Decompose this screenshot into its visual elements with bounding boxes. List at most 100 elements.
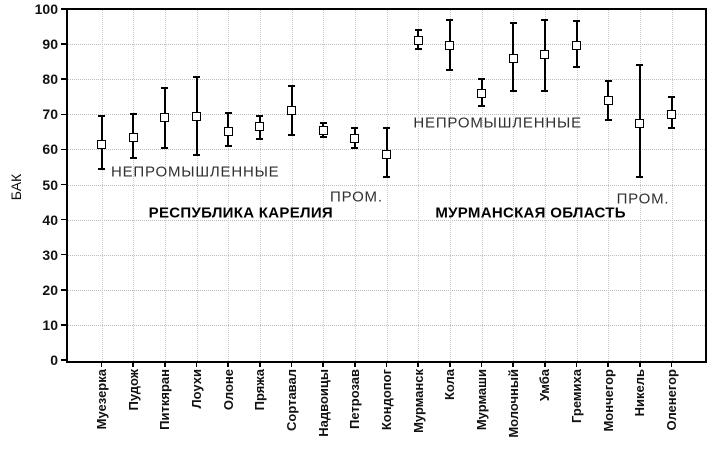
x-axis-tick [607, 362, 609, 367]
x-axis-tick [132, 362, 134, 367]
x-tick-label: Умба [537, 369, 553, 402]
x-axis-tick [322, 362, 324, 367]
y-axis-tick [61, 324, 66, 326]
data-point-marker [635, 118, 645, 128]
plot-frame [66, 8, 707, 363]
data-point-marker [477, 88, 486, 98]
data-point-marker [667, 109, 676, 119]
error-bar-cap-top [604, 79, 612, 82]
y-tick-label: 40 [42, 211, 58, 228]
y-axis-tick [61, 218, 66, 221]
data-point-marker [350, 134, 360, 144]
x-axis-tick [100, 362, 103, 367]
error-bar-cap-top [129, 113, 137, 116]
v-gridline [481, 9, 483, 361]
y-axis-tick [61, 43, 66, 45]
chart-annotation: ПРОМ. [330, 188, 383, 206]
y-axis-tick [61, 289, 66, 291]
x-axis-tick [417, 362, 419, 367]
error-bar-cap-top [446, 18, 454, 21]
error-bar-cap-bottom [604, 118, 612, 121]
error-bar-cap-top [193, 76, 200, 79]
error-bar-cap-bottom [288, 134, 295, 137]
x-axis-tick [449, 362, 451, 367]
x-tick-label: Молочный [505, 369, 521, 438]
v-gridline [228, 9, 230, 361]
data-point-marker [603, 95, 613, 105]
error-bar-cap-bottom [224, 144, 232, 147]
data-point-marker [318, 125, 328, 135]
y-tick-label: 60 [42, 141, 58, 158]
data-point-marker [287, 106, 296, 116]
x-tick-label: Лоухи [189, 369, 204, 409]
v-gridline [133, 9, 135, 361]
error-bar-cap-top [351, 127, 359, 130]
x-tick-label: Мурмаши [474, 369, 489, 431]
error-bar-cap-bottom [161, 146, 169, 149]
v-gridline [418, 9, 420, 361]
y-axis-tick [61, 253, 66, 256]
error-bar-cap-bottom [446, 69, 454, 72]
error-bar-cap-bottom [193, 153, 200, 156]
v-gridline [608, 9, 610, 361]
error-bar-cap-top [668, 95, 675, 98]
error-bar-cap-bottom [573, 65, 580, 68]
v-gridline [671, 9, 673, 361]
data-point-marker [382, 150, 391, 160]
v-gridline [449, 9, 451, 361]
v-gridline [323, 9, 325, 361]
error-bar-cap-top [509, 22, 517, 25]
x-tick-label: Мурманск [410, 369, 426, 433]
data-point-marker [540, 50, 550, 60]
y-axis-tick [61, 78, 66, 80]
v-gridline [291, 9, 293, 361]
error-bar-cap-top [161, 86, 169, 89]
x-axis-tick [575, 362, 578, 367]
x-tick-label: Пряжа [252, 369, 268, 411]
chart-annotation: РЕСПУБЛИКА КАРЕЛИЯ [148, 204, 333, 222]
chart-annotation: НЕПРОМЫШЛЕННЫЕ [413, 114, 582, 132]
y-axis-tick [61, 8, 66, 10]
x-axis-tick [195, 362, 198, 367]
data-point-marker [223, 127, 233, 137]
x-tick-label: Никель [632, 369, 648, 417]
chart-annotation: ПРОМ. [616, 190, 670, 208]
data-point-marker [413, 36, 423, 46]
v-gridline [354, 9, 356, 361]
y-tick-label: 0 [50, 352, 58, 368]
y-axis-tick [61, 183, 66, 186]
x-tick-label: Кондопог [379, 369, 394, 431]
v-gridline [259, 9, 261, 361]
error-bar-cap-bottom [414, 48, 422, 51]
error-bar-cap-top [288, 85, 295, 88]
error-bar-cap-bottom [351, 146, 359, 149]
error-bar-cap-bottom [319, 136, 327, 139]
error-bar-cap-top [98, 115, 105, 118]
x-axis-tick [227, 362, 229, 367]
v-gridline [101, 9, 103, 361]
v-gridline [386, 9, 388, 361]
error-bar-cap-bottom [541, 90, 549, 93]
y-tick-label: 100 [34, 1, 58, 17]
v-gridline [576, 9, 578, 361]
data-point-marker [160, 113, 170, 123]
x-axis-tick [354, 362, 356, 367]
x-axis-tick [512, 362, 514, 367]
chart-annotation: МУРМАНСКАЯ ОБЛАСТЬ [435, 204, 626, 222]
x-tick-label: Мончегор [600, 369, 616, 432]
x-tick-label: Пудож [125, 369, 141, 411]
y-tick-label: 80 [42, 71, 58, 88]
x-tick-label: Муезерка [94, 369, 109, 430]
error-bar-cap-top [636, 64, 644, 67]
x-axis-tick [290, 362, 293, 367]
error-bar-cap-bottom [256, 137, 264, 140]
v-gridline [196, 9, 198, 361]
error-bar-cap-bottom [509, 90, 517, 93]
y-tick-label: 50 [42, 176, 58, 193]
y-axis-tick [61, 359, 66, 361]
error-bar-cap-top [541, 18, 549, 21]
y-axis-tick [61, 148, 66, 151]
error-bar-cap-bottom [478, 104, 485, 107]
error-bar-cap-top [319, 122, 327, 125]
